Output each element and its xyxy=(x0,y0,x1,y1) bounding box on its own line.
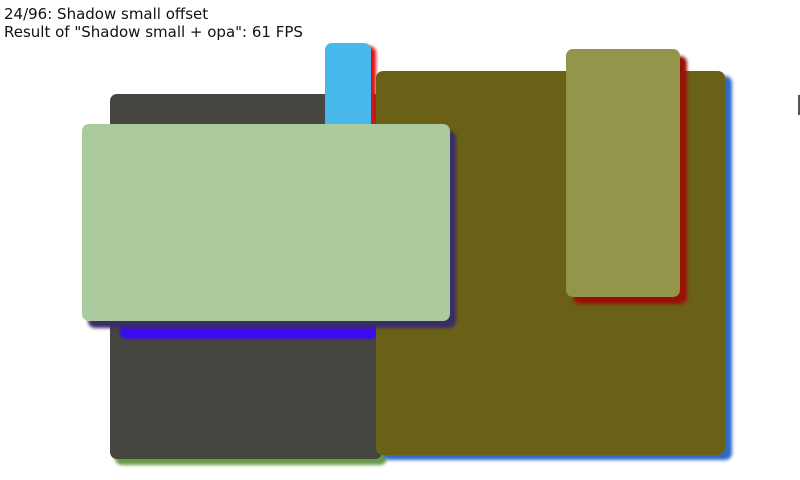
result-text: Result of "Shadow small + opa": 61 FPS xyxy=(4,23,303,41)
offscreen-object-edge xyxy=(798,95,800,115)
hidden-rect-shadow xyxy=(120,318,378,339)
scene-title: 24/96: Shadow small offset xyxy=(4,5,209,23)
khaki-rect xyxy=(566,49,680,297)
light-green-rect xyxy=(82,124,450,321)
